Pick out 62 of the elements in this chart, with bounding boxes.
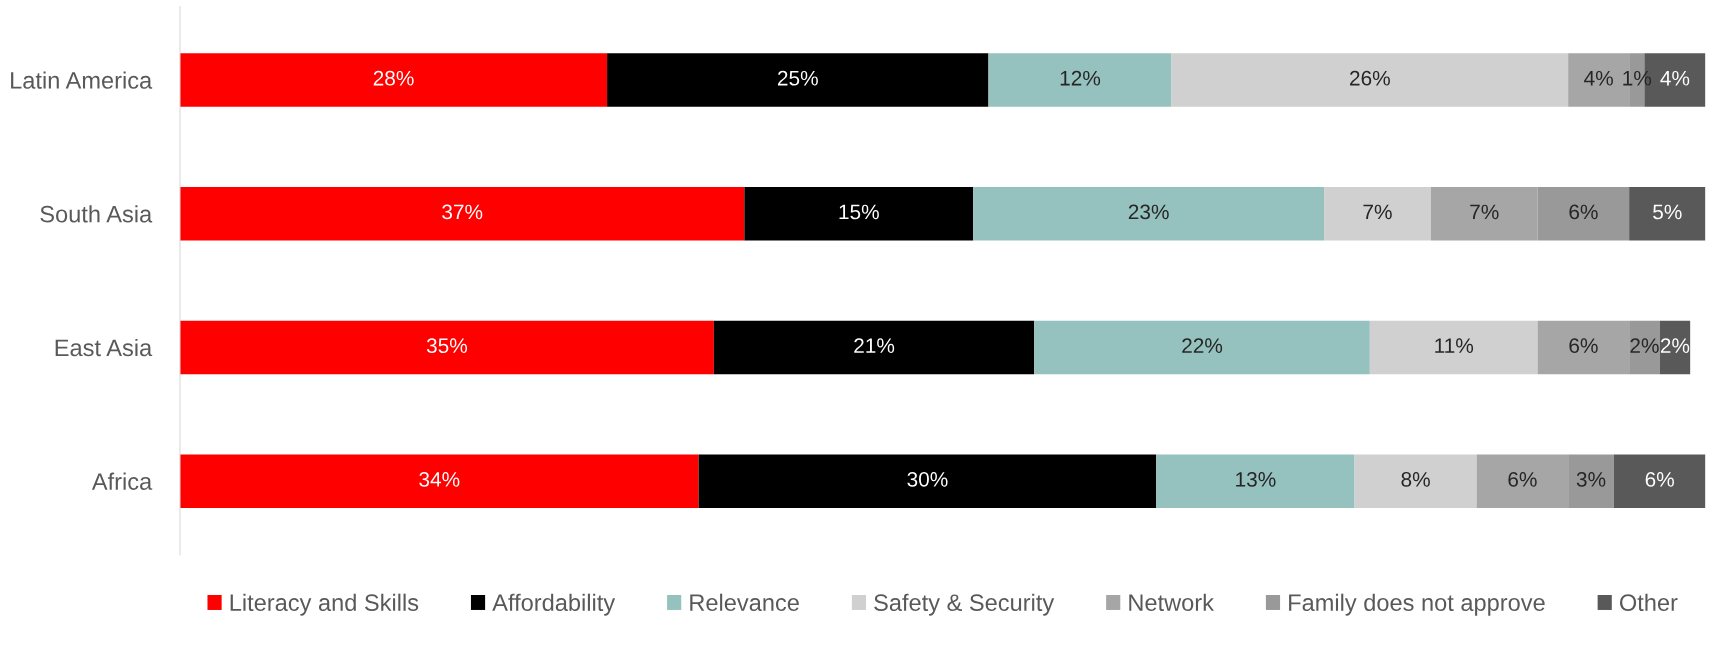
y-tick-label: Latin America (11, 71, 153, 89)
bar (973, 186, 1325, 241)
bar (1629, 320, 1660, 375)
bar (1430, 186, 1538, 241)
data-label: 15% (839, 204, 879, 220)
legend-label: Affordability (492, 593, 616, 616)
data-label: 5% (1653, 204, 1682, 220)
data-label: 37% (442, 204, 483, 220)
bar (1568, 454, 1614, 508)
bar (607, 53, 989, 107)
data-label: 11% (1435, 338, 1474, 353)
data-label: 22% (1182, 338, 1223, 353)
bar (1537, 320, 1630, 375)
bar (744, 186, 974, 241)
data-label: 21% (854, 338, 895, 353)
data-label: 12% (1060, 70, 1101, 86)
data-label: 34% (419, 471, 460, 487)
bar (1324, 186, 1431, 241)
legend-label: Relevance (690, 593, 799, 612)
bar (1476, 454, 1569, 508)
bar (1171, 53, 1569, 107)
bar (1629, 186, 1706, 241)
data-label: 35% (426, 338, 468, 354)
bar (179, 186, 745, 241)
bar (179, 320, 714, 375)
data-label: 4% (1660, 70, 1690, 86)
data-label: 2% (1660, 338, 1690, 353)
data-label: 6% (1569, 338, 1598, 354)
data-label: 25% (777, 70, 818, 86)
legend-label: Network (1129, 593, 1214, 612)
bar (1156, 454, 1355, 508)
data-label: 4% (1584, 70, 1613, 86)
data-label: 6% (1645, 471, 1674, 487)
data-label: 2% (1630, 338, 1659, 353)
bar (179, 454, 699, 508)
bar (1369, 320, 1538, 375)
data-label: 28% (373, 70, 414, 86)
legend-label: Safety & Security (874, 593, 1055, 616)
data-label: 6% (1569, 204, 1598, 220)
data-label: 26% (1350, 70, 1390, 86)
bar (988, 53, 1172, 107)
data-label: 30% (907, 471, 948, 487)
bar (179, 53, 608, 107)
y-tick-label: South Asia (40, 205, 153, 223)
data-label: 13% (1236, 471, 1276, 487)
bar (698, 454, 1157, 508)
bar (1613, 454, 1706, 508)
bar (1537, 186, 1630, 241)
data-label: 7% (1363, 204, 1392, 220)
bar (713, 320, 1035, 375)
data-label: 7% (1470, 204, 1499, 220)
legend-label: Other (1619, 593, 1678, 612)
data-label: 3% (1576, 471, 1606, 487)
data-label: 23% (1128, 204, 1169, 220)
y-tick-label: Africa (91, 472, 153, 490)
legend-label: Literacy and Skills (230, 593, 419, 616)
data-label: 8% (1401, 471, 1430, 487)
bar (1354, 454, 1477, 508)
legend-label: Family does not approve (1289, 593, 1545, 616)
bar (1034, 320, 1370, 375)
y-tick-label: East Asia (55, 338, 153, 357)
data-label: 6% (1508, 471, 1537, 487)
